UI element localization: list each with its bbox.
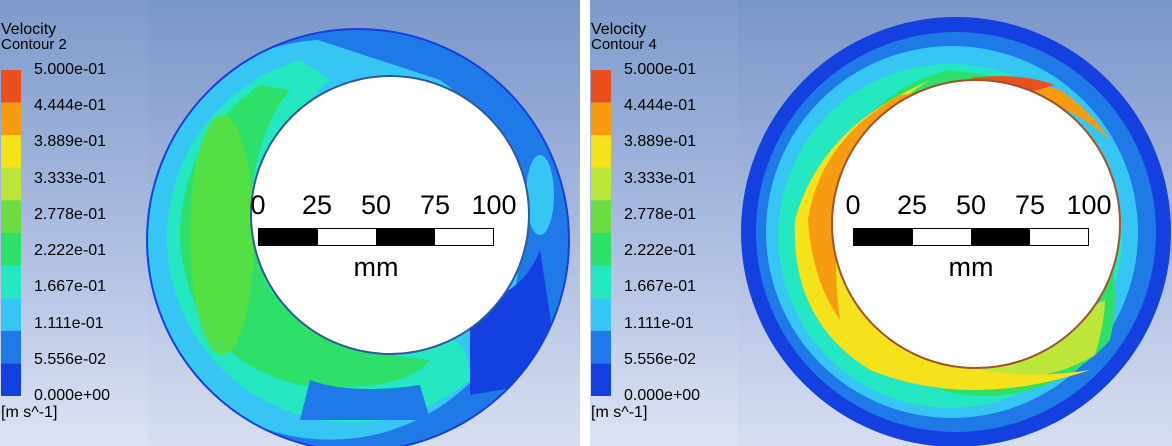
scale-bar-segment bbox=[317, 229, 376, 245]
legend-subtitle: Contour 4 bbox=[591, 36, 657, 53]
legend-tick-label: 1.111e-01 bbox=[34, 314, 104, 332]
legend-tick-label: 0.000e+00 bbox=[624, 387, 701, 404]
inner-cylinder bbox=[250, 75, 530, 355]
legend-tick-label: 2.778e-01 bbox=[624, 205, 697, 223]
legend-color-swatch bbox=[1, 298, 21, 331]
scale-bar-segment bbox=[434, 229, 493, 245]
legend-tick-label: 3.889e-01 bbox=[34, 133, 107, 151]
legend-tick-label: 5.556e-02 bbox=[624, 350, 697, 368]
legend-color-swatch bbox=[591, 167, 611, 201]
legend-color-swatch bbox=[591, 265, 611, 299]
legend-tick-label: 5.000e-01 bbox=[624, 61, 697, 78]
legend-tick-label: 1.667e-01 bbox=[624, 278, 697, 296]
scale-unit: mm bbox=[948, 252, 994, 282]
scale-tick-label: 75 bbox=[419, 190, 451, 220]
scale-tick-label: 0 bbox=[250, 190, 266, 220]
scale-tick-label: 25 bbox=[301, 190, 333, 220]
legend-tick-label: 5.556e-02 bbox=[34, 350, 107, 368]
legend-tick-label: 2.222e-01 bbox=[34, 242, 107, 260]
legend-color-swatch bbox=[1, 135, 21, 168]
scale-bar-segment bbox=[376, 229, 435, 245]
scale-bar-segment bbox=[971, 229, 1030, 245]
scale-tick-label: 25 bbox=[896, 190, 928, 220]
scale-bar-segment bbox=[912, 229, 971, 245]
legend-color-swatch bbox=[1, 330, 21, 364]
legend-color-swatch bbox=[591, 363, 611, 396]
legend-color-swatch bbox=[591, 70, 611, 103]
scale-tick-label: 50 bbox=[955, 190, 987, 220]
outer-wall bbox=[741, 17, 1171, 446]
scale-tick-label: 75 bbox=[1014, 190, 1046, 220]
scale-bar-segment bbox=[854, 229, 913, 245]
legend-tick-label: 1.667e-01 bbox=[34, 278, 107, 296]
legend-color-swatch bbox=[1, 200, 21, 233]
scale-tick-label: 100 bbox=[471, 190, 517, 220]
legend-title: Velocity bbox=[1, 21, 57, 38]
legend-color-swatch bbox=[1, 233, 21, 266]
legend-color-swatch bbox=[1, 70, 21, 103]
color-legend-bar bbox=[591, 70, 611, 396]
contour-panel-4: Velocity Contour 4 5.000e-01 4.444e-01 3.8… bbox=[590, 0, 1172, 446]
legend-unit: [m s^-1] bbox=[1, 404, 58, 421]
legend-tick-label: 3.333e-01 bbox=[624, 169, 697, 187]
legend-tick-label: 1.111e-01 bbox=[624, 314, 694, 332]
scale-tick-label: 50 bbox=[360, 190, 392, 220]
legend-tick-label: 4.444e-01 bbox=[624, 97, 697, 115]
legend-subtitle: Contour 2 bbox=[1, 36, 67, 53]
legend-tick-label: 3.333e-01 bbox=[34, 169, 107, 187]
scale-unit: mm bbox=[353, 252, 399, 282]
legend-color-swatch bbox=[591, 200, 611, 233]
scale-bar-segment bbox=[1029, 229, 1088, 245]
legend-color-swatch bbox=[1, 102, 21, 136]
legend-tick-label: 5.000e-01 bbox=[34, 61, 107, 78]
scale-bar-ticks: 0 25 50 75 100 bbox=[250, 190, 516, 222]
legend-color-swatch bbox=[591, 298, 611, 331]
legend-color-swatch bbox=[1, 363, 21, 396]
legend-tick-label: 3.889e-01 bbox=[624, 133, 697, 151]
legend-tick-label: 2.778e-01 bbox=[34, 205, 107, 223]
legend-color-swatch bbox=[591, 233, 611, 266]
legend-title: Velocity bbox=[591, 21, 647, 38]
legend-color-swatch bbox=[591, 102, 611, 136]
scale-bar bbox=[258, 228, 494, 246]
scale-tick-label: 100 bbox=[1066, 190, 1112, 220]
legend-unit: [m s^-1] bbox=[591, 404, 648, 421]
scale-tick-label: 0 bbox=[845, 190, 861, 220]
legend-color-swatch bbox=[1, 265, 21, 299]
legend-color-swatch bbox=[1, 167, 21, 201]
color-legend-bar bbox=[1, 70, 21, 396]
legend-color-swatch bbox=[591, 135, 611, 168]
scale-bar bbox=[853, 228, 1089, 246]
legend-tick-label: 0.000e+00 bbox=[34, 387, 111, 404]
legend-tick-label: 2.222e-01 bbox=[624, 242, 697, 260]
inner-cylinder bbox=[831, 79, 1121, 369]
scale-bar-segment bbox=[259, 229, 318, 245]
contour-panel-2: Velocity Contour 2 5.000e-01 4.444e-01 3.8… bbox=[0, 0, 580, 446]
legend-color-swatch bbox=[591, 330, 611, 364]
outer-wall bbox=[146, 28, 570, 446]
scale-bar-ticks: 0 25 50 75 100 bbox=[845, 190, 1111, 222]
legend-tick-label: 4.444e-01 bbox=[34, 97, 107, 115]
